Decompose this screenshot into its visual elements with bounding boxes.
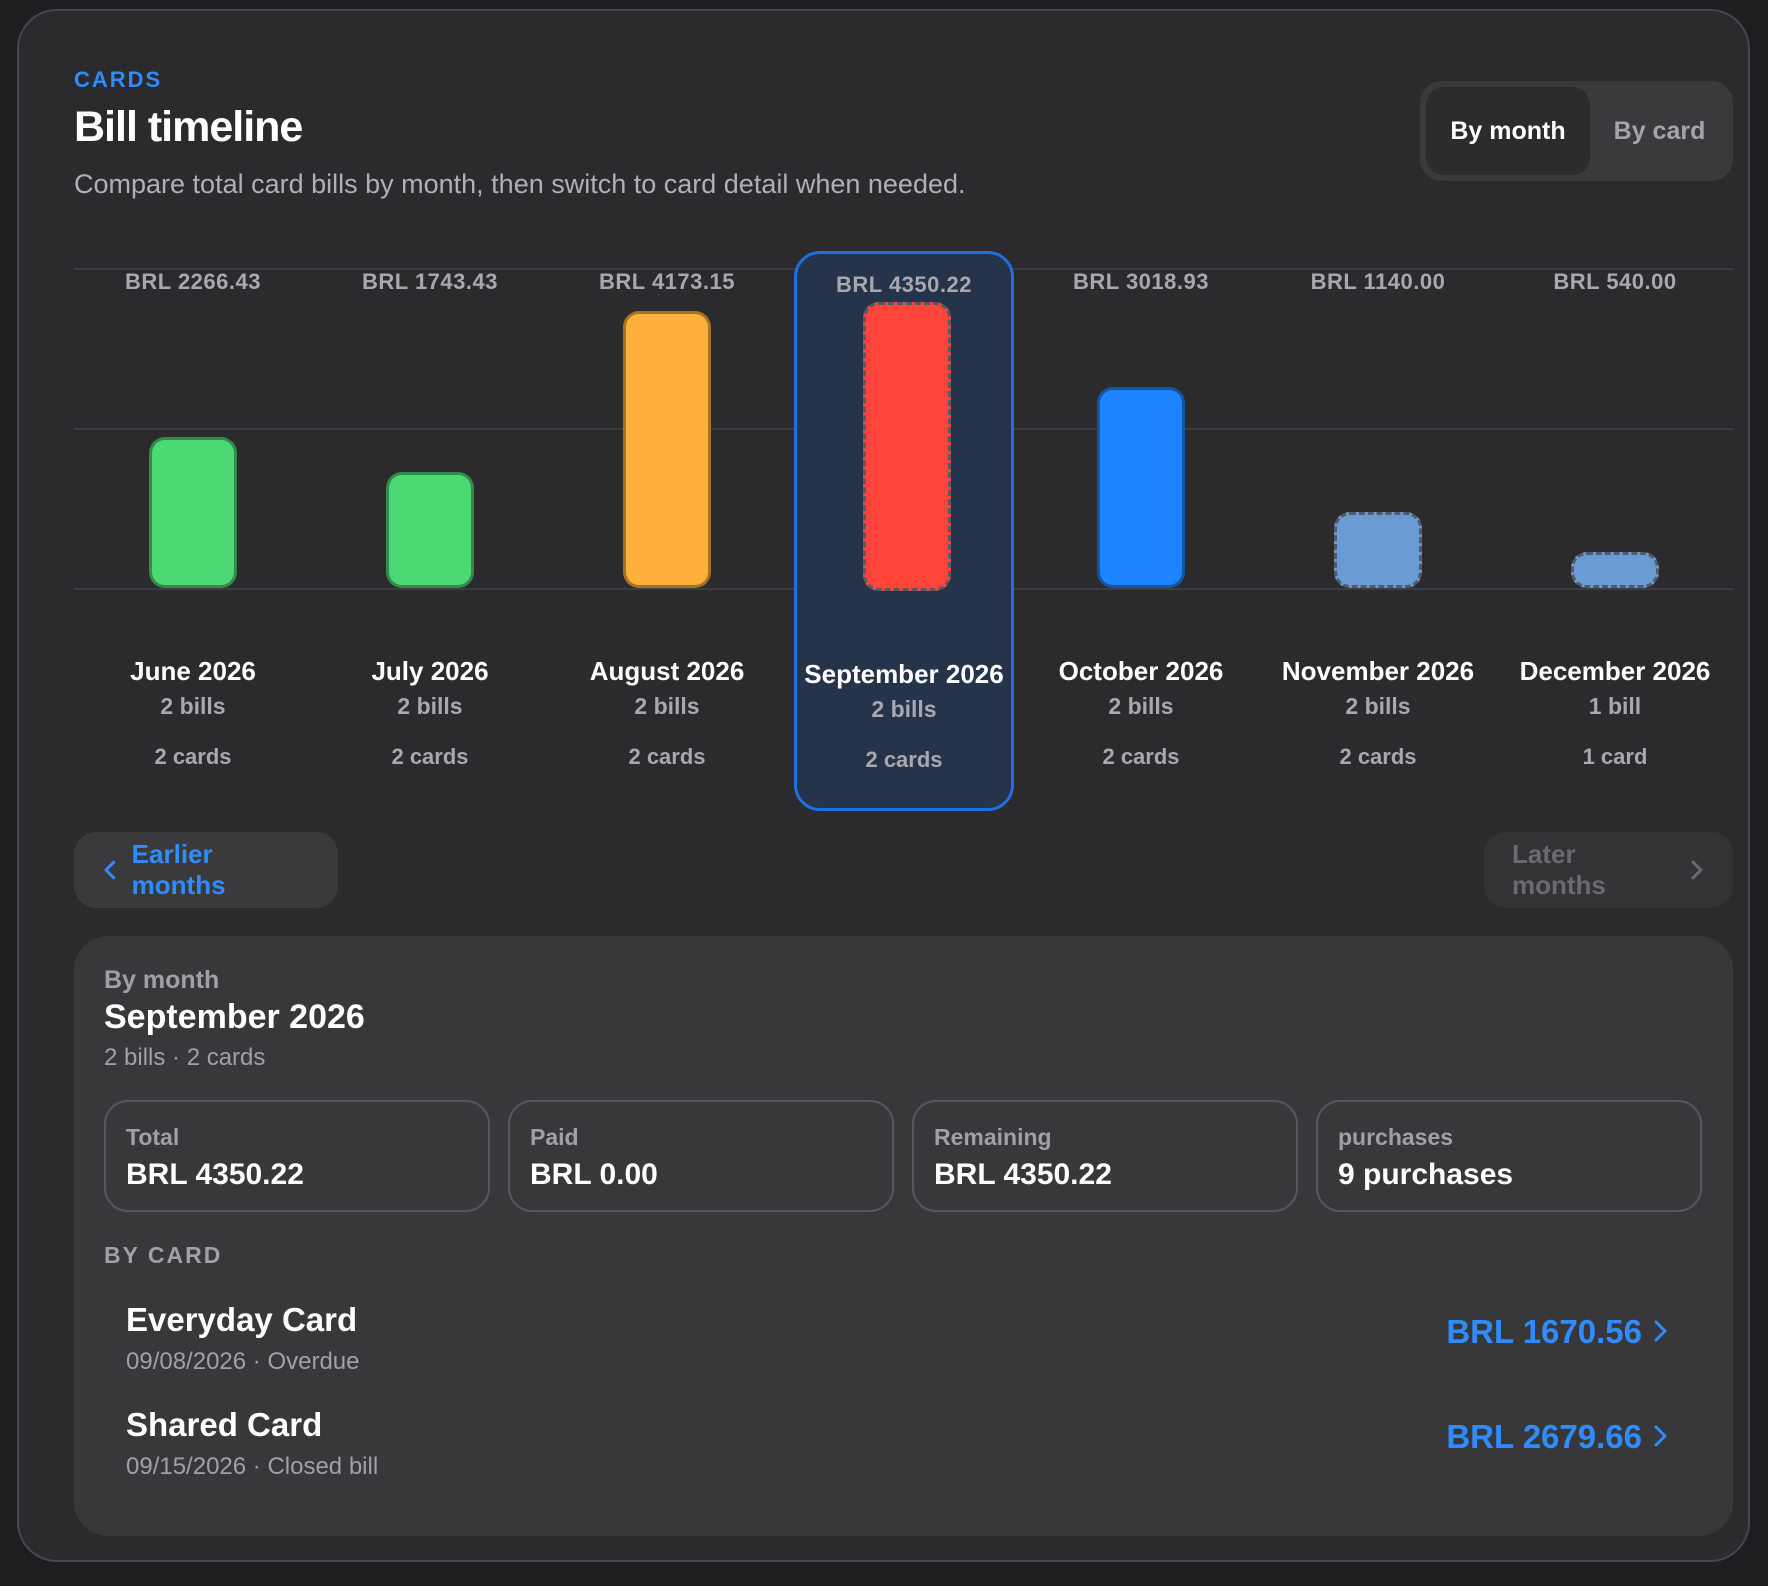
month-name: November 2026 <box>1281 656 1475 686</box>
month-bill-count: 2 bills <box>397 693 463 719</box>
month-column-august-2026[interactable]: BRL 4173.15 August 2026 2 bills 2 cards <box>557 251 777 811</box>
stat-value: BRL 0.00 <box>530 1158 658 1191</box>
month-total-label: BRL 3018.93 <box>1073 269 1209 294</box>
month-column-july-2026[interactable]: BRL 1743.43 July 2026 2 bills 2 cards <box>320 251 540 811</box>
month-card-count: 2 cards <box>628 744 706 769</box>
view-toggle: By month By card <box>1420 81 1733 181</box>
detail-mode-label: By month <box>104 966 220 994</box>
month-bar <box>863 302 951 591</box>
stat-label: purchases <box>1338 1124 1454 1150</box>
chevron-left-icon <box>104 860 116 880</box>
month-total-label: BRL 540.00 <box>1553 269 1677 294</box>
detail-summary: 2 bills · 2 cards <box>104 1044 266 1071</box>
month-bar <box>623 311 711 588</box>
card-name: Shared Card <box>126 1406 323 1443</box>
page-title: Bill timeline <box>74 103 303 151</box>
earlier-months-label: Earlier months <box>131 839 226 900</box>
card-name: Everyday Card <box>126 1301 358 1338</box>
page-subtitle: Compare total card bills by month, then … <box>74 169 966 199</box>
bill-timeline-chart: BRL 2266.43 June 2026 2 bills 2 cards BRL 17… <box>74 251 1733 811</box>
chevron-right-icon <box>1654 1425 1667 1447</box>
month-name: December 2026 <box>1519 656 1711 686</box>
month-name: August 2026 <box>589 656 745 686</box>
month-name: July 2026 <box>371 656 489 686</box>
month-column-june-2026[interactable]: BRL 2266.43 June 2026 2 bills 2 cards <box>83 251 303 811</box>
section-eyebrow: CARDS <box>74 67 163 92</box>
month-column-november-2026[interactable]: BRL 1140.00 November 2026 2 bills 2 cards <box>1268 251 1488 811</box>
chevron-right-icon <box>1691 860 1703 880</box>
stat-purchases: purchases 9 purchases <box>1316 1100 1702 1212</box>
stat-total: Total BRL 4350.22 <box>104 1100 490 1212</box>
month-bill-count: 2 bills <box>1345 693 1411 719</box>
by-card-toggle[interactable]: By card <box>1613 116 1706 145</box>
month-column-october-2026[interactable]: BRL 3018.93 October 2026 2 bills 2 cards <box>1031 251 1251 811</box>
card-meta: 09/08/2026 · Overdue <box>126 1348 360 1375</box>
month-detail-card: By month September 2026 2 bills · 2 card… <box>74 936 1733 1536</box>
later-months-label: Later months <box>1512 839 1606 900</box>
stat-value: 9 purchases <box>1338 1158 1514 1191</box>
stat-value: BRL 4350.22 <box>126 1158 304 1191</box>
month-name: June 2026 <box>130 656 256 686</box>
month-bill-count: 2 bills <box>871 696 937 722</box>
chevron-right-icon <box>1654 1320 1667 1342</box>
stat-remaining: Remaining BRL 4350.22 <box>912 1100 1298 1212</box>
month-total-label: BRL 1743.43 <box>362 269 498 294</box>
month-card-count: 2 cards <box>391 744 469 769</box>
month-total-label: BRL 4350.22 <box>836 272 972 297</box>
month-bar <box>1097 387 1185 588</box>
month-bar <box>1334 512 1422 588</box>
month-total-label: BRL 2266.43 <box>125 269 261 294</box>
month-card-count: 2 cards <box>154 744 232 769</box>
month-bill-count: 2 bills <box>634 693 700 719</box>
month-total-label: BRL 1140.00 <box>1310 269 1446 294</box>
card-amount: BRL 1670.56 <box>1446 1313 1642 1350</box>
stat-label: Paid <box>530 1124 579 1150</box>
month-column-september-2026[interactable]: BRL 4350.22 September 2026 2 bills 2 cards <box>794 251 1014 811</box>
month-bill-count: 1 bill <box>1588 693 1642 719</box>
month-card-count: 2 cards <box>1102 744 1180 769</box>
detail-month-title: September 2026 <box>104 998 365 1036</box>
month-bar <box>386 472 474 588</box>
month-column-december-2026[interactable]: BRL 540.00 December 2026 1 bill 1 card <box>1505 251 1725 811</box>
earlier-months-button[interactable]: Earlier months <box>74 832 338 908</box>
month-bill-count: 2 bills <box>1108 693 1174 719</box>
stat-paid: Paid BRL 0.00 <box>508 1100 894 1212</box>
later-months-button[interactable]: Later months <box>1484 832 1733 908</box>
month-total-label: BRL 4173.15 <box>599 269 735 294</box>
by-card-heading: BY CARD <box>104 1242 223 1268</box>
month-card-count: 2 cards <box>865 747 943 772</box>
stat-label: Remaining <box>934 1124 1052 1150</box>
card-meta: 09/15/2026 · Closed bill <box>126 1453 379 1480</box>
month-card-count: 2 cards <box>1339 744 1417 769</box>
month-card-count: 1 card <box>1582 744 1648 769</box>
by-month-toggle[interactable]: By month <box>1426 87 1590 175</box>
month-bill-count: 2 bills <box>160 693 226 719</box>
month-name: October 2026 <box>1058 656 1224 686</box>
card-bill-row-shared[interactable]: Shared Card 09/15/2026 · Closed bill BRL… <box>104 1406 1704 1506</box>
card-amount: BRL 2679.66 <box>1446 1418 1642 1455</box>
stat-label: Total <box>126 1124 180 1150</box>
stat-value: BRL 4350.22 <box>934 1158 1112 1191</box>
month-bar <box>1571 552 1659 588</box>
card-bill-row-everyday[interactable]: Everyday Card 09/08/2026 · Overdue BRL 1… <box>104 1301 1704 1401</box>
month-name: September 2026 <box>804 659 1004 689</box>
month-bar <box>149 437 237 588</box>
bill-timeline-panel: CARDS Bill timeline Compare total card b… <box>17 9 1750 1562</box>
